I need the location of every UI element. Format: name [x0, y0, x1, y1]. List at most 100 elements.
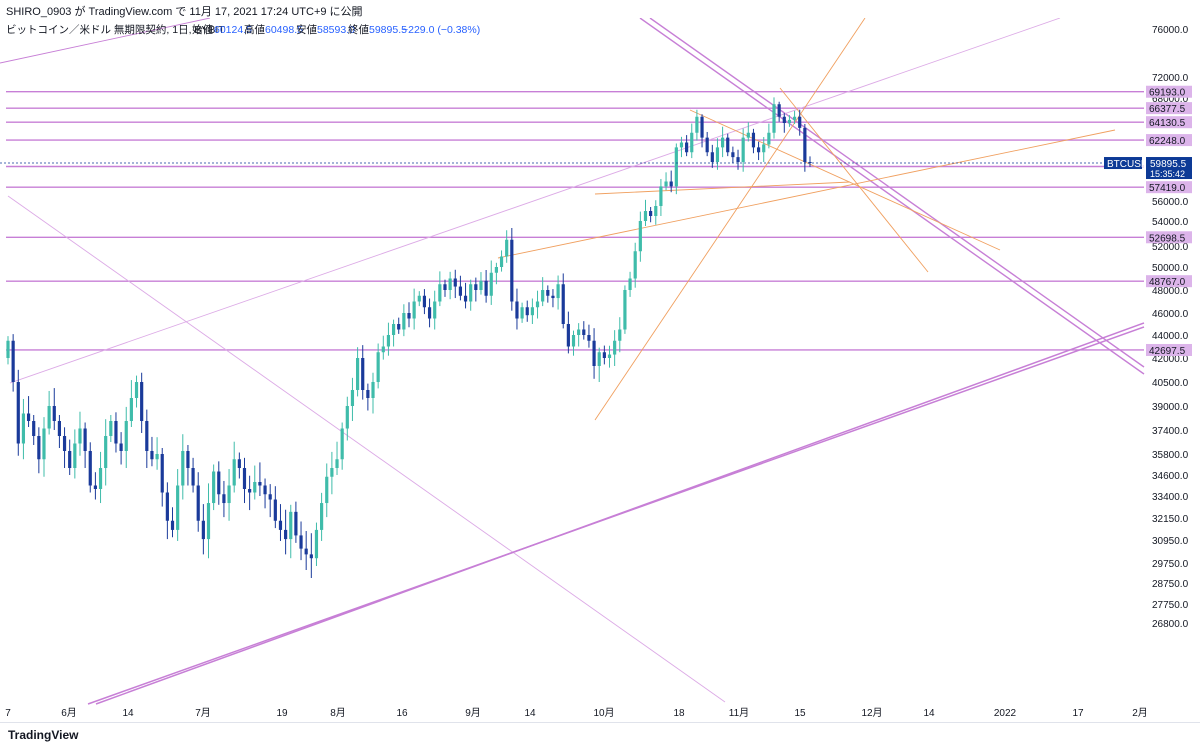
candle-body[interactable]	[155, 454, 159, 460]
candle-body[interactable]	[762, 144, 766, 153]
candle-body[interactable]	[664, 181, 668, 187]
candle-body[interactable]	[273, 499, 277, 521]
candle-body[interactable]	[489, 272, 493, 296]
candle-body[interactable]	[381, 346, 385, 353]
candle-body[interactable]	[546, 290, 550, 296]
candle-body[interactable]	[289, 511, 293, 540]
candle-body[interactable]	[335, 459, 339, 468]
candle-body[interactable]	[607, 354, 612, 358]
candle-body[interactable]	[258, 482, 262, 486]
candle-body[interactable]	[6, 340, 10, 358]
candle-body[interactable]	[104, 436, 108, 468]
candle-body[interactable]	[407, 313, 411, 319]
candle-body[interactable]	[721, 137, 725, 148]
candle-body[interactable]	[145, 421, 149, 451]
candle-body[interactable]	[510, 239, 514, 302]
candle-body[interactable]	[386, 335, 391, 347]
candle-body[interactable]	[587, 335, 591, 341]
candle-body[interactable]	[700, 116, 704, 138]
candle-body[interactable]	[520, 307, 524, 319]
candle-body[interactable]	[643, 211, 648, 221]
trend-line[interactable]	[0, 18, 211, 64]
candle-body[interactable]	[140, 382, 144, 421]
candle-body[interactable]	[124, 421, 128, 451]
candle-body[interactable]	[798, 116, 802, 128]
candle-body[interactable]	[577, 329, 581, 336]
candle-body[interactable]	[83, 428, 87, 452]
candle-body[interactable]	[191, 468, 195, 486]
candle-body[interactable]	[160, 454, 164, 493]
candle-body[interactable]	[114, 421, 118, 444]
candle-body[interactable]	[165, 492, 169, 521]
candle-body[interactable]	[320, 503, 324, 530]
candle-body[interactable]	[212, 471, 216, 504]
candle-body[interactable]	[530, 307, 534, 316]
candle-body[interactable]	[371, 382, 375, 398]
candle-body[interactable]	[253, 482, 257, 493]
candle-body[interactable]	[88, 451, 92, 486]
candle-body[interactable]	[767, 132, 771, 145]
candle-body[interactable]	[792, 116, 797, 120]
candle-body[interactable]	[535, 301, 540, 308]
candle-body[interactable]	[731, 152, 735, 158]
candle-body[interactable]	[73, 443, 77, 469]
candle-body[interactable]	[284, 529, 288, 540]
candle-body[interactable]	[196, 485, 200, 521]
candle-body[interactable]	[134, 382, 139, 398]
candle-body[interactable]	[206, 503, 211, 540]
candle-body[interactable]	[458, 286, 463, 296]
candle-body[interactable]	[685, 142, 689, 153]
candle-body[interactable]	[448, 278, 452, 291]
candle-body[interactable]	[638, 221, 642, 252]
candle-body[interactable]	[217, 471, 221, 495]
candle-body[interactable]	[170, 520, 175, 530]
trend-line[interactable]	[7, 195, 726, 703]
candle-body[interactable]	[618, 329, 622, 341]
candle-body[interactable]	[129, 398, 133, 421]
candle-body[interactable]	[412, 301, 416, 319]
candle-body[interactable]	[57, 421, 62, 436]
candle-body[interactable]	[16, 382, 20, 444]
candle-body[interactable]	[782, 116, 786, 123]
candle-body[interactable]	[443, 284, 447, 290]
trend-line[interactable]	[689, 109, 1001, 251]
tradingview-logo[interactable]: TradingView	[8, 728, 79, 742]
candle-body[interactable]	[325, 476, 329, 504]
candle-body[interactable]	[304, 548, 308, 555]
candle-body[interactable]	[736, 157, 740, 162]
trend-line[interactable]	[649, 18, 1145, 368]
candle-body[interactable]	[525, 307, 529, 316]
candle-body[interactable]	[571, 335, 576, 347]
candle-body[interactable]	[78, 428, 82, 444]
candle-body[interactable]	[93, 485, 97, 490]
candle-body[interactable]	[21, 413, 26, 444]
candle-body[interactable]	[803, 127, 807, 162]
candle-body[interactable]	[417, 295, 421, 302]
candle-body[interactable]	[345, 406, 349, 429]
candle-body[interactable]	[37, 436, 41, 460]
candle-body[interactable]	[422, 295, 427, 308]
candle-body[interactable]	[62, 436, 67, 451]
candle-body[interactable]	[376, 352, 380, 382]
candle-body[interactable]	[690, 132, 694, 153]
candle-body[interactable]	[366, 390, 370, 398]
candle-body[interactable]	[309, 554, 313, 559]
trend-line[interactable]	[497, 129, 1116, 259]
candle-body[interactable]	[726, 137, 730, 153]
candle-body[interactable]	[42, 428, 46, 460]
candle-body[interactable]	[68, 451, 72, 468]
candle-body[interactable]	[438, 284, 442, 302]
candle-body[interactable]	[649, 211, 653, 216]
candle-body[interactable]	[181, 451, 185, 486]
candle-body[interactable]	[433, 301, 437, 319]
candle-body[interactable]	[499, 256, 504, 268]
candle-body[interactable]	[361, 358, 365, 390]
candle-body[interactable]	[330, 468, 334, 477]
candle-body[interactable]	[566, 324, 570, 347]
candle-body[interactable]	[505, 239, 509, 257]
candle-body[interactable]	[52, 406, 56, 421]
plot-area[interactable]	[0, 18, 1144, 704]
candle-body[interactable]	[592, 340, 596, 366]
candle-body[interactable]	[628, 278, 632, 291]
candle-body[interactable]	[397, 324, 401, 330]
